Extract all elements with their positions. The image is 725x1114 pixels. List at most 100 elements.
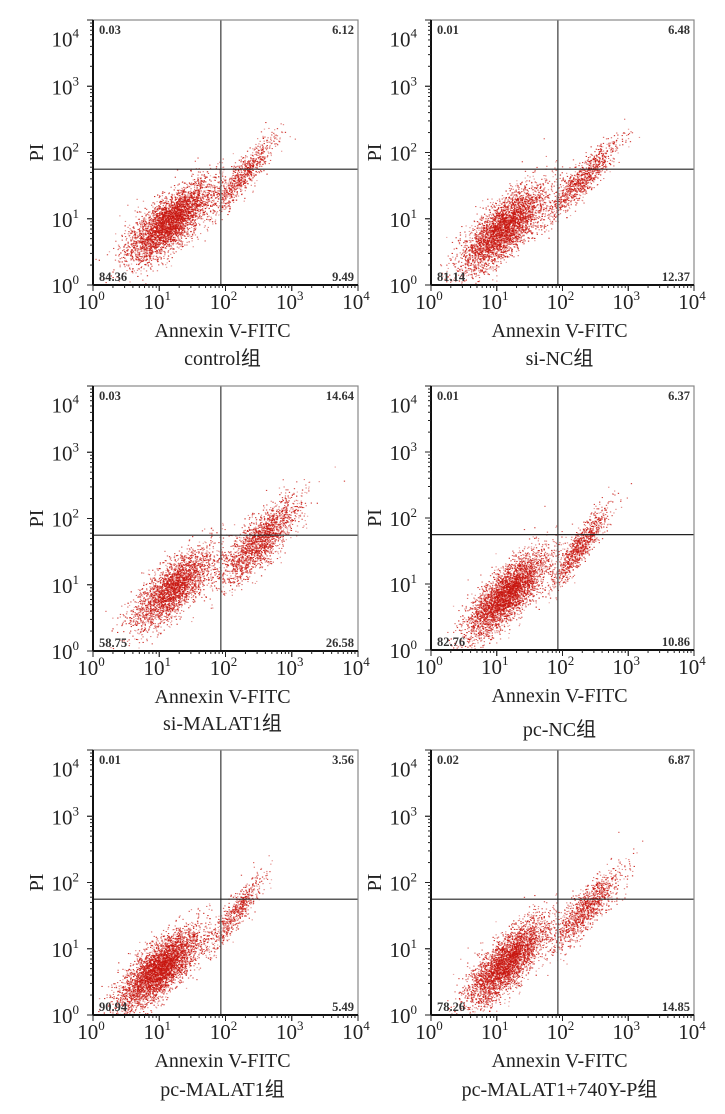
event-dot (177, 234, 179, 236)
event-dot (137, 229, 139, 231)
event-dot (178, 203, 180, 205)
event-dot (144, 244, 146, 246)
event-dot (162, 246, 164, 248)
event-dot (176, 216, 179, 218)
event-dot (157, 217, 159, 219)
event-dot (188, 222, 190, 224)
event-dot (240, 189, 242, 191)
event-dot (262, 145, 264, 147)
event-dot (214, 204, 217, 206)
event-dot (155, 216, 158, 218)
event-dot (198, 217, 200, 219)
event-dot (131, 246, 133, 248)
event-dot (178, 217, 180, 219)
event-dot (185, 204, 187, 206)
event-dot (191, 224, 193, 226)
event-dot (281, 132, 284, 134)
event-dot (222, 175, 224, 177)
event-dot (151, 242, 153, 244)
event-dot (211, 190, 213, 192)
event-dot (248, 170, 250, 172)
event-dot (155, 223, 157, 225)
y-tick-exponent: 3 (73, 73, 80, 88)
event-dot (249, 165, 252, 167)
event-dot (170, 246, 172, 248)
event-dot (155, 227, 157, 229)
event-dot (186, 210, 188, 212)
event-dot (127, 249, 129, 251)
event-dot (226, 206, 228, 208)
event-dot (142, 236, 144, 238)
event-dot (196, 218, 198, 220)
event-dot (180, 200, 182, 202)
event-dot (189, 219, 191, 221)
event-dot (152, 241, 154, 243)
event-dot (164, 227, 166, 229)
event-dot (229, 206, 231, 208)
event-dot (238, 169, 240, 171)
y-tick-base: 10 (52, 142, 73, 166)
event-dot (213, 199, 215, 201)
event-dot (156, 209, 158, 211)
event-dot (177, 235, 179, 237)
y-tick-label: 103 (52, 73, 80, 99)
event-dot (199, 171, 201, 173)
event-dot (142, 221, 145, 223)
event-dot (150, 247, 152, 249)
event-dot (170, 265, 173, 267)
event-dot (175, 229, 177, 231)
event-dot (198, 222, 200, 224)
event-dot (156, 214, 158, 216)
event-dot (169, 233, 171, 235)
quadrant-lower-left-value: 84.36 (99, 270, 127, 284)
event-dot (160, 208, 162, 210)
event-dot (154, 242, 156, 244)
event-dot (161, 225, 163, 227)
event-dot (165, 206, 167, 208)
event-dot (144, 229, 146, 231)
event-dot (154, 210, 157, 212)
event-dot (171, 228, 173, 230)
event-dot (138, 254, 140, 256)
event-dot (179, 198, 181, 200)
event-dot (154, 219, 156, 221)
event-dot (123, 256, 125, 258)
event-dot (142, 279, 144, 281)
event-dot (172, 248, 174, 250)
event-dot (179, 201, 181, 203)
event-dot (237, 173, 239, 175)
event-dot (277, 144, 279, 146)
event-dot (199, 201, 201, 203)
event-dot (516, 180, 518, 182)
event-dot (168, 243, 171, 245)
y-tick-label: 102 (52, 140, 80, 166)
event-dot (160, 231, 162, 233)
event-dot (142, 245, 144, 247)
event-dot (171, 224, 173, 226)
event-dot (189, 211, 191, 213)
event-dot (224, 194, 226, 196)
event-dot (199, 210, 201, 212)
event-dot (170, 220, 172, 222)
event-dot (183, 215, 186, 217)
event-dot (164, 232, 167, 234)
event-dot (230, 188, 232, 190)
event-dot (150, 251, 152, 253)
event-dot (154, 217, 157, 219)
event-dot (123, 264, 126, 266)
y-tick-exponent: 0 (73, 272, 80, 287)
event-dot (152, 234, 154, 236)
event-dot (240, 179, 242, 181)
event-dot (130, 243, 133, 245)
event-dot (174, 228, 176, 230)
event-dot (144, 259, 146, 261)
event-dot (175, 233, 177, 235)
event-dot (233, 187, 235, 189)
event-dot (176, 232, 178, 234)
event-dot (497, 241, 499, 243)
event-dot (180, 228, 182, 230)
event-dot (182, 203, 184, 205)
event-dot (264, 162, 266, 164)
event-dot (167, 219, 169, 221)
